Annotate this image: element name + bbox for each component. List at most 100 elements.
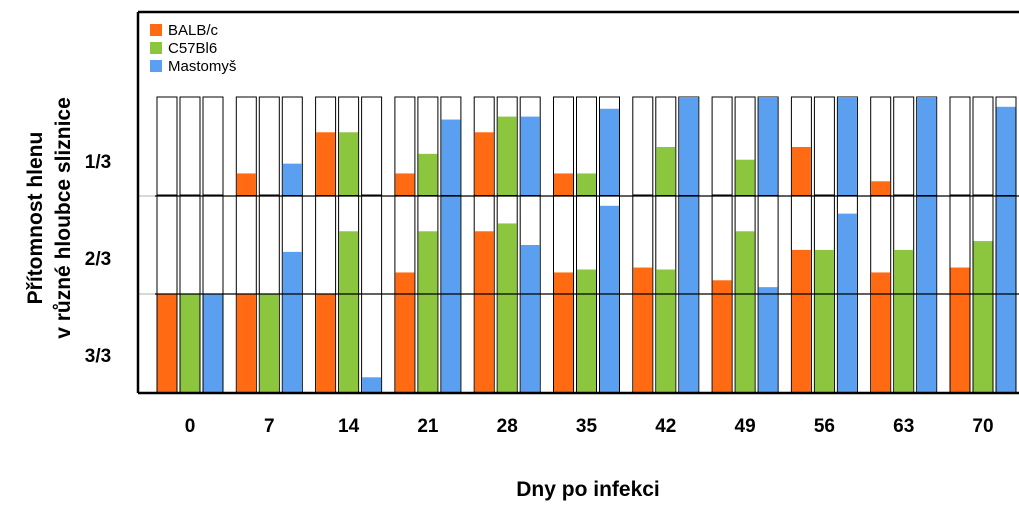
bar-cell — [202, 96, 224, 196]
bar-cell — [156, 96, 178, 196]
bar-cell — [202, 195, 224, 295]
bar-BALB/c-63-3/3 — [871, 294, 891, 392]
bar-Mastomyš-7-3/3 — [282, 294, 302, 392]
layer-dividers — [155, 195, 1019, 295]
x-tick-label: 21 — [417, 416, 439, 437]
bar-C57Bl6-28-2/3 — [497, 223, 517, 294]
bar-group-56 — [790, 96, 858, 393]
x-tick-labels: 0 7 14 21 28 35 42 49 56 63 70 — [185, 416, 994, 437]
bar-Mastomyš-70-1/3 — [996, 106, 1016, 195]
bar-cell — [870, 96, 892, 196]
bar-C57Bl6-35-3/3 — [577, 294, 596, 392]
bar-Mastomyš-42-1/3 — [679, 97, 699, 195]
x-tick-label: 7 — [264, 416, 275, 437]
bar-Mastomyš-7-1/3 — [282, 163, 302, 195]
bar-C57Bl6-42-2/3 — [656, 269, 676, 294]
bar-BALB/c-49-3/3 — [712, 294, 732, 392]
x-tick-label: 56 — [814, 416, 835, 437]
bar-BALB/c-70-2/3 — [950, 267, 970, 294]
bar-Mastomyš-49-1/3 — [758, 97, 778, 195]
bar-cell — [711, 195, 733, 295]
x-tick-label: 70 — [972, 416, 993, 437]
bar-C57Bl6-14-3/3 — [339, 294, 359, 392]
bar-C57Bl6-28-3/3 — [497, 294, 517, 392]
bar-BALB/c-56-1/3 — [791, 146, 811, 195]
bar-cell — [315, 195, 337, 295]
bar-BALB/c-7-1/3 — [236, 173, 256, 195]
legend-label: Mastomyš — [168, 58, 236, 75]
y-axis-title-line-1: Přítomnost hlenu — [24, 132, 47, 305]
bar-C57Bl6-70-3/3 — [973, 294, 993, 392]
bar-C57Bl6-49-1/3 — [735, 159, 755, 195]
bar-Mastomyš-63-3/3 — [917, 294, 937, 392]
bar-Mastomyš-56-2/3 — [837, 213, 857, 294]
bar-C57Bl6-21-2/3 — [418, 231, 438, 294]
bar-BALB/c-7-3/3 — [236, 294, 256, 392]
bar-C57Bl6-56-3/3 — [814, 294, 834, 392]
bar-BALB/c-35-3/3 — [554, 294, 573, 392]
x-tick-label: 35 — [576, 416, 598, 437]
y-tick-label: 2/3 — [85, 249, 111, 270]
bar-cell — [258, 195, 280, 295]
bar-BALB/c-14-1/3 — [316, 132, 336, 195]
bar-Mastomyš-28-2/3 — [520, 245, 540, 294]
legend-swatch — [150, 60, 162, 72]
bar-C57Bl6-7-3/3 — [259, 294, 279, 392]
bar-Mastomyš-56-3/3 — [837, 294, 857, 392]
bar-group-35 — [553, 96, 620, 393]
bar-group-70 — [949, 96, 1017, 393]
bar-Mastomyš-0-3/3 — [203, 294, 223, 392]
bar-BALB/c-14-3/3 — [316, 294, 336, 392]
y-axis-title: Přítomnost hlenu v různé hloubce sliznic… — [24, 97, 75, 339]
bar-BALB/c-21-3/3 — [395, 294, 415, 392]
bar-Mastomyš-63-2/3 — [917, 196, 937, 294]
bar-BALB/c-63-1/3 — [871, 181, 891, 195]
bar-BALB/c-28-1/3 — [474, 132, 494, 195]
bar-Mastomyš-21-1/3 — [441, 119, 461, 195]
bar-C57Bl6-28-1/3 — [497, 116, 517, 195]
bar-cell — [179, 96, 201, 196]
x-tick-label: 0 — [185, 416, 196, 437]
legend-label: BALB/c — [168, 22, 219, 39]
bar-group-21 — [394, 96, 462, 393]
bar-cell — [972, 96, 994, 196]
x-tick-label: 63 — [893, 416, 914, 437]
bar-BALB/c-28-2/3 — [474, 231, 494, 294]
bar-C57Bl6-63-3/3 — [894, 294, 914, 392]
y-tick-label: 1/3 — [85, 152, 111, 173]
bar-group-49 — [711, 96, 779, 393]
bar-group-42 — [632, 96, 700, 393]
bar-groups — [156, 96, 1017, 393]
bar-Mastomyš-35-2/3 — [600, 205, 619, 294]
legend-label: C57Bl6 — [168, 40, 217, 57]
bar-C57Bl6-35-2/3 — [577, 269, 596, 294]
bar-group-14 — [315, 96, 383, 393]
bar-Mastomyš-21-3/3 — [441, 294, 461, 392]
bar-cell — [757, 195, 779, 295]
bar-cell — [179, 195, 201, 295]
bar-cell — [156, 195, 178, 295]
bar-BALB/c-56-3/3 — [791, 294, 811, 392]
bar-BALB/c-56-2/3 — [791, 249, 811, 294]
bar-Mastomyš-63-1/3 — [917, 97, 937, 195]
bar-cell — [813, 96, 835, 196]
x-tick-label: 49 — [735, 416, 756, 437]
bar-C57Bl6-70-2/3 — [973, 241, 993, 294]
bar-BALB/c-49-2/3 — [712, 280, 732, 294]
bar-Mastomyš-42-2/3 — [679, 196, 699, 294]
bar-Mastomyš-35-1/3 — [600, 108, 619, 195]
bar-cell — [949, 96, 971, 196]
bar-cell — [361, 195, 383, 295]
bar-group-28 — [473, 96, 541, 393]
bar-C57Bl6-14-1/3 — [339, 132, 359, 195]
y-axis-title-line-2: v různé hloubce sliznice — [52, 97, 75, 339]
bar-C57Bl6-21-1/3 — [418, 153, 438, 195]
bar-Mastomyš-49-2/3 — [758, 287, 778, 294]
x-tick-label: 28 — [497, 416, 518, 437]
bar-group-7 — [235, 96, 303, 393]
legend-swatch — [150, 24, 162, 36]
bar-cell — [258, 96, 280, 196]
bar-Mastomyš-28-1/3 — [520, 116, 540, 195]
x-axis-title: Dny po infekci — [516, 478, 660, 501]
